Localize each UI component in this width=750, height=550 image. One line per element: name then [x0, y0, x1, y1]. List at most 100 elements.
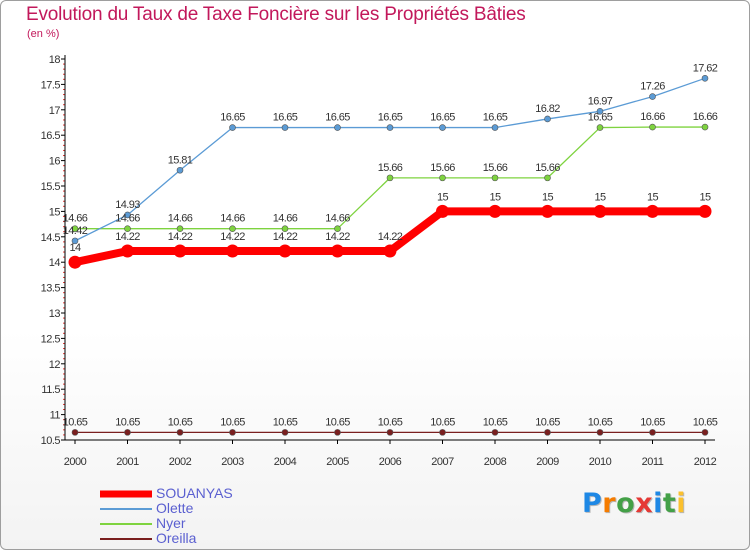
x-tick-label: 2005: [326, 456, 349, 468]
y-minor-tick: [63, 398, 65, 400]
data-point-oreilla: [386, 429, 394, 436]
data-label-nyer: 15.66: [430, 162, 455, 174]
data-point-nyer: [71, 225, 79, 232]
data-label-nyer: 15.66: [535, 162, 560, 174]
data-label-nyer: 15.66: [378, 162, 403, 174]
data-point-souanyas: [383, 244, 397, 258]
data-point-souanyas: [278, 244, 292, 258]
y-tick-label: 16.5: [41, 130, 61, 142]
data-point-nyer: [544, 174, 551, 182]
data-point-olette: [71, 237, 79, 245]
data-label-olette: 16.65: [378, 112, 403, 124]
data-label-olette: 16.65: [483, 112, 508, 124]
y-minor-tick: [63, 342, 65, 344]
data-point-souanyas: [436, 204, 449, 218]
y-minor-tick: [63, 424, 65, 426]
data-point-nyer: [649, 123, 656, 131]
y-minor-tick: [63, 297, 65, 299]
y-minor-tick: [63, 302, 65, 304]
y-tick-label: 10.5: [41, 435, 61, 447]
data-point-oreilla: [229, 429, 236, 436]
data-point-olette: [281, 124, 289, 131]
y-minor-tick: [63, 139, 65, 141]
y-minor-tick: [63, 251, 65, 253]
data-point-olette: [124, 211, 131, 219]
legend-label-souanyas: SOUANYAS: [156, 485, 233, 501]
logo-letter: r: [602, 488, 617, 519]
y-minor-tick: [63, 114, 65, 116]
proxiti-logo: Proxiti: [582, 488, 686, 519]
legend-label-olette: Olette: [156, 500, 194, 516]
y-tick-label: 13.5: [41, 283, 61, 295]
data-point-nyer: [176, 225, 184, 232]
y-tick-label: 13: [49, 308, 61, 320]
y-minor-tick: [63, 175, 65, 177]
data-point-souanyas: [541, 204, 554, 218]
y-minor-tick: [63, 322, 65, 324]
data-point-souanyas: [488, 204, 502, 218]
data-point-olette: [176, 166, 184, 174]
x-tick-label: 2009: [536, 456, 559, 468]
y-minor-tick: [63, 129, 65, 131]
y-minor-tick: [63, 348, 65, 350]
data-point-souanyas: [68, 255, 82, 269]
data-point-olette: [701, 75, 709, 82]
y-minor-tick: [63, 180, 65, 182]
data-label-nyer: 16.66: [640, 111, 665, 123]
data-label-oreilla: 10.65: [588, 416, 613, 428]
data-label-souanyas: 15: [594, 191, 606, 203]
data-point-oreilla: [701, 429, 709, 436]
y-minor-tick: [63, 94, 65, 96]
data-point-souanyas: [331, 244, 344, 258]
data-point-oreilla: [439, 429, 446, 436]
y-minor-tick: [63, 200, 65, 202]
y-minor-tick: [63, 165, 65, 167]
data-label-olette: 14.93: [115, 199, 140, 211]
y-tick-label: 17: [49, 105, 61, 117]
data-point-nyer: [334, 225, 341, 232]
data-point-oreilla: [124, 429, 131, 436]
data-label-souanyas: 14.22: [168, 231, 193, 243]
data-label-nyer: 14.66: [273, 213, 298, 225]
data-point-souanyas: [121, 244, 134, 258]
data-point-olette: [229, 124, 236, 131]
data-point-olette: [649, 93, 656, 100]
data-label-oreilla: 10.65: [640, 416, 665, 428]
chart-unit-label: (en %): [27, 28, 60, 40]
x-tick-label: 2007: [431, 456, 454, 468]
data-label-oreilla: 10.65: [220, 416, 245, 428]
data-label-oreilla: 10.65: [63, 416, 88, 428]
data-label-nyer: 14.66: [168, 213, 193, 225]
data-point-oreilla: [281, 429, 289, 436]
data-point-souanyas: [646, 204, 659, 218]
y-tick-label: 17.5: [41, 79, 61, 91]
x-tick-label: 2011: [642, 456, 664, 468]
y-tick-label: 14: [49, 257, 61, 269]
y-minor-tick: [63, 246, 65, 248]
y-minor-tick: [63, 195, 65, 197]
y-minor-tick: [63, 317, 65, 319]
x-tick-label: 2010: [589, 456, 612, 468]
x-tick-label: 2012: [694, 456, 717, 468]
data-label-olette: 15.81: [168, 154, 193, 166]
data-point-nyer: [596, 124, 604, 131]
data-point-oreilla: [491, 429, 499, 436]
data-label-olette: 16.82: [535, 103, 560, 115]
x-tick-label: 2000: [64, 456, 87, 468]
logo-letter: i: [676, 488, 687, 519]
data-label-olette: 16.65: [325, 112, 350, 124]
y-minor-tick: [63, 327, 65, 329]
y-tick-label: 12.5: [41, 333, 61, 345]
y-minor-tick: [63, 99, 65, 101]
data-label-oreilla: 10.65: [483, 416, 508, 428]
data-label-olette: 17.62: [693, 62, 718, 74]
y-minor-tick: [63, 231, 65, 233]
y-tick-label: 15.5: [41, 181, 61, 193]
legend-label-nyer: Nyer: [156, 515, 186, 531]
data-label-olette: 16.65: [220, 112, 245, 124]
data-label-souanyas: 15: [437, 191, 449, 203]
y-minor-tick: [63, 373, 65, 375]
data-point-olette: [386, 124, 394, 131]
data-point-oreilla: [596, 429, 604, 436]
